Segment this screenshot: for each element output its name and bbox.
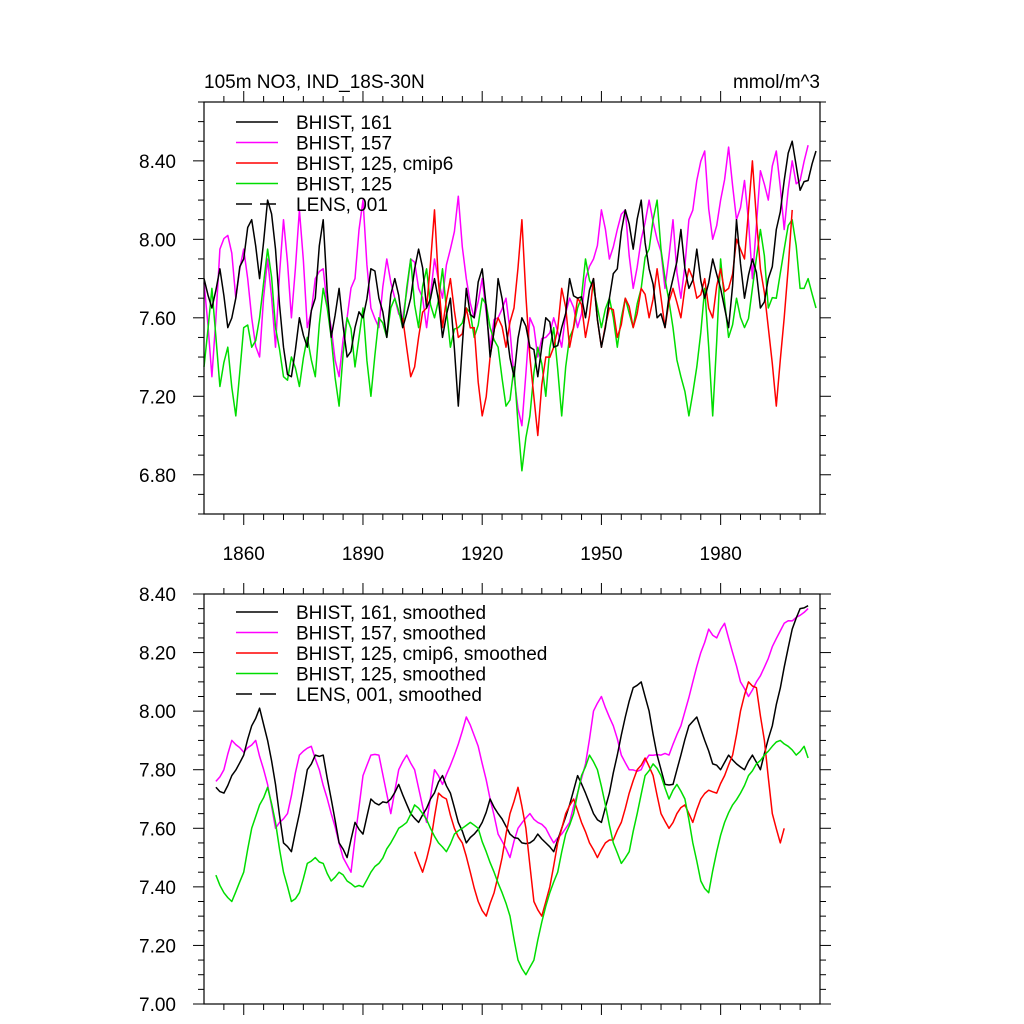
legend-item: BHIST, 157, smoothed xyxy=(236,624,486,645)
bottom-axes-frame xyxy=(203,593,821,1005)
units-label: mmol/m^3 xyxy=(733,72,820,93)
y-tick-label: 7.80 xyxy=(139,761,176,782)
series-line-bhist-161-smoothed xyxy=(215,605,809,859)
legend-item: BHIST, 157 xyxy=(236,134,392,155)
panel-title: 105m NO3, IND_18S-30N xyxy=(204,72,425,93)
y-tick-label: 8.00 xyxy=(139,230,176,251)
y-tick-label: 7.20 xyxy=(139,387,176,408)
panel-top: 105m NO3, IND_18S-30N mmol/m^3 6.80 7.20 7… xyxy=(139,72,831,565)
x-tick-label: 1950 xyxy=(580,544,622,565)
legend-label: BHIST, 157 xyxy=(296,134,392,155)
legend-item: BHIST, 125, cmip6 xyxy=(236,154,453,175)
panel-bottom: 7.00 7.20 7.40 7.60 7.80 8.00 8.20 8.40 BHIST, … xyxy=(139,583,831,1016)
series-line-bhist-157 xyxy=(203,145,809,427)
legend-label: BHIST, 125, smoothed xyxy=(296,665,486,686)
legend-item: BHIST, 161, smoothed xyxy=(236,603,486,624)
legend-label: BHIST, 161 xyxy=(296,113,392,134)
y-tick-label: 7.60 xyxy=(139,819,176,840)
legend-label: BHIST, 125, cmip6, smoothed xyxy=(296,644,547,665)
top-axes-frame xyxy=(203,101,821,515)
y-tick-label: 7.00 xyxy=(139,995,176,1016)
legend-item: BHIST, 161 xyxy=(236,113,392,134)
legend-label: LENS, 001 xyxy=(296,195,388,216)
legend-item: BHIST, 125 xyxy=(236,175,392,196)
y-tick-label: 6.80 xyxy=(139,466,176,487)
legend-label: BHIST, 157, smoothed xyxy=(296,624,486,645)
x-tick-label: 1980 xyxy=(700,544,742,565)
y-tick-label: 8.20 xyxy=(139,644,176,665)
legend-label: LENS, 001, smoothed xyxy=(296,685,482,706)
x-tick-label: 1920 xyxy=(461,544,503,565)
legend-item: LENS, 001, smoothed xyxy=(236,685,482,706)
y-tick-label: 8.40 xyxy=(139,152,176,173)
y-tick-label: 8.00 xyxy=(139,702,176,723)
series-line-bhist-125-smoothed xyxy=(215,739,809,976)
legend-item: BHIST, 125, smoothed xyxy=(236,665,486,686)
legend-item: BHIST, 125, cmip6, smoothed xyxy=(236,644,547,665)
x-tick-label: 1890 xyxy=(342,544,384,565)
x-tick-label: 1860 xyxy=(223,544,265,565)
y-tick-label: 8.40 xyxy=(139,585,176,606)
legend-label: BHIST, 161, smoothed xyxy=(296,603,486,624)
y-tick-label: 7.40 xyxy=(139,878,176,899)
legend-label: BHIST, 125, cmip6 xyxy=(296,154,453,175)
y-tick-label: 7.20 xyxy=(139,936,176,957)
y-tick-label: 7.60 xyxy=(139,309,176,330)
series-line-bhist-125-cmip6-smoothed xyxy=(413,681,785,917)
series-line-bhist-161 xyxy=(203,140,817,407)
legend-label: BHIST, 125 xyxy=(296,175,392,196)
legend-item: LENS, 001 xyxy=(236,195,388,216)
